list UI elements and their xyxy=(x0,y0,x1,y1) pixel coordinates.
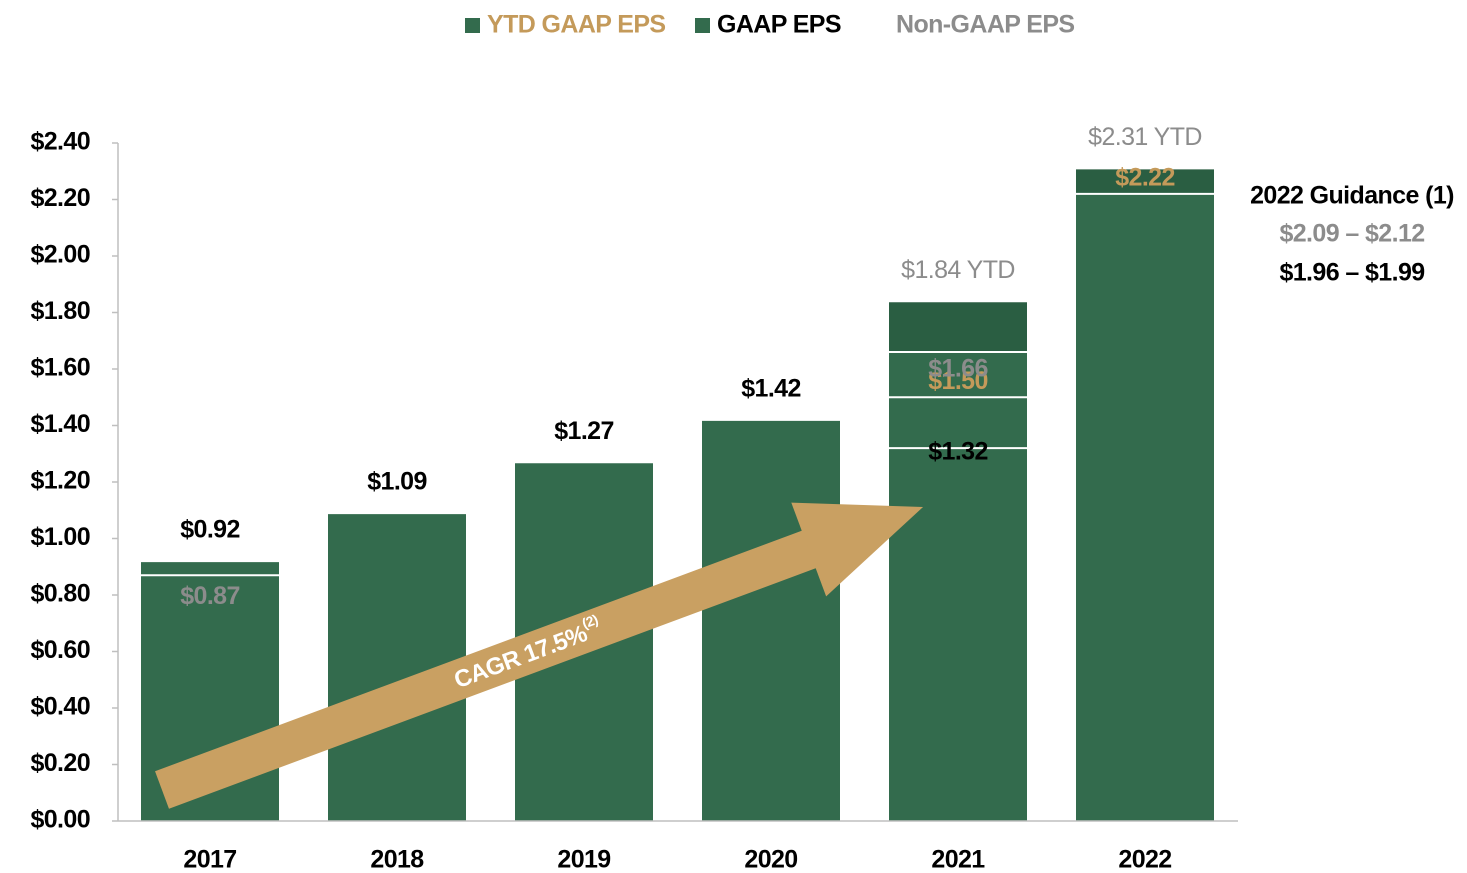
value-label: $0.87 xyxy=(180,582,240,610)
legend-marker xyxy=(695,18,710,33)
guidance-gaap: $1.96 – $1.99 xyxy=(1279,259,1424,287)
legend-label: Non-GAAP EPS xyxy=(896,11,1074,39)
arrow-head xyxy=(791,502,924,597)
y-tick-label: $0.40 xyxy=(30,693,90,721)
y-tick-label: $1.40 xyxy=(30,410,90,438)
y-tick-label: $1.00 xyxy=(30,523,90,551)
value-label: $1.09 xyxy=(367,468,427,496)
legend-label: GAAP EPS xyxy=(717,11,841,39)
arrow-shaft xyxy=(155,523,835,809)
legend-marker xyxy=(465,18,480,33)
value-label: $2.22 xyxy=(1115,163,1175,191)
cagr-note: (2) xyxy=(580,611,600,631)
y-tick-label: $0.20 xyxy=(30,749,90,777)
ytd-total-label: $2.31 YTD xyxy=(1088,123,1202,151)
x-tick-label: 2022 xyxy=(1118,846,1171,873)
guidance-non-gaap: $2.09 – $2.12 xyxy=(1279,220,1424,248)
value-label: $1.66 xyxy=(928,355,988,383)
y-tick-label: $0.80 xyxy=(30,580,90,608)
ytd-total-label: $1.84 YTD xyxy=(901,256,1015,284)
y-tick-label: $1.60 xyxy=(30,354,90,382)
y-tick-label: $0.00 xyxy=(30,806,90,834)
bar xyxy=(1076,193,1214,822)
x-tick-label: 2019 xyxy=(557,846,610,873)
y-tick-label: $1.20 xyxy=(30,467,90,495)
x-tick-label: 2020 xyxy=(744,846,797,873)
y-tick-label: $0.60 xyxy=(30,636,90,664)
x-tick-label: 2018 xyxy=(370,846,424,873)
y-tick-label: $2.40 xyxy=(30,128,90,156)
value-label: $0.92 xyxy=(180,516,240,544)
y-tick-label: $2.20 xyxy=(30,184,90,212)
y-tick-label: $2.00 xyxy=(30,241,90,269)
guidance-title: 2022 Guidance (1) xyxy=(1250,182,1454,210)
y-tick-label: $1.80 xyxy=(30,297,90,325)
value-label: $1.32 xyxy=(928,438,988,466)
bar xyxy=(702,419,840,821)
value-label: $1.50 xyxy=(928,367,988,395)
legend-label: YTD GAAP EPS xyxy=(487,11,666,39)
value-label: $1.27 xyxy=(554,417,614,445)
bar xyxy=(889,448,1027,821)
x-tick-label: 2021 xyxy=(931,846,985,873)
value-label: $1.42 xyxy=(741,374,801,402)
x-tick-label: 2017 xyxy=(183,846,236,873)
